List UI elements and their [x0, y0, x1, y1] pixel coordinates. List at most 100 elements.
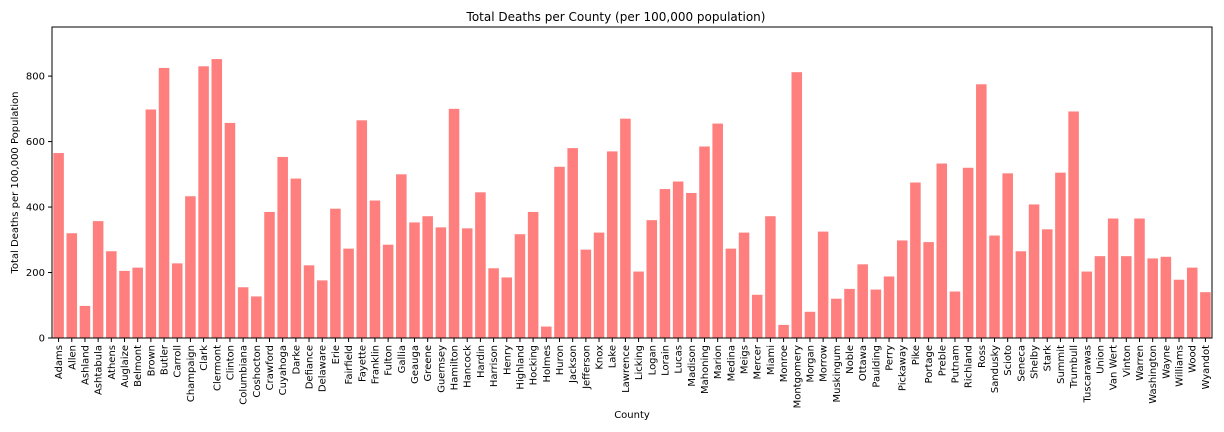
- bar-ashland: [79, 305, 91, 338]
- bar-gallia: [396, 174, 407, 338]
- bar-wyandot: [1200, 292, 1211, 338]
- x-tick-label: Washington: [1148, 345, 1159, 404]
- x-tick-label: Stark: [1043, 345, 1054, 372]
- bar-lake: [606, 151, 618, 338]
- x-tick-label: Lawrence: [621, 345, 632, 393]
- x-tick-label: Cuyahoga: [278, 345, 289, 395]
- bar-greene: [422, 216, 433, 338]
- x-tick-label: Hocking: [529, 345, 540, 385]
- x-tick-label: Delaware: [318, 345, 329, 392]
- y-tick-label: 600: [26, 137, 45, 148]
- x-tick-label: Fairfield: [344, 345, 355, 384]
- bar-morgan: [804, 311, 816, 338]
- bar-ross: [976, 84, 987, 338]
- bar-mercer: [751, 294, 763, 338]
- x-tick-label: Lorain: [660, 345, 671, 376]
- x-tick-label: Darke: [291, 345, 302, 375]
- bar-noble: [844, 288, 855, 338]
- bar-harrison: [488, 268, 499, 338]
- y-tick-label: 400: [26, 203, 45, 214]
- bar-fulton: [382, 244, 394, 338]
- x-tick-label: Fayette: [357, 345, 368, 382]
- bar-guernsey: [435, 227, 447, 338]
- bar-williams: [1173, 279, 1185, 338]
- x-tick-label: Crawford: [265, 345, 276, 390]
- bar-licking: [633, 271, 644, 338]
- x-tick-label: Brown: [146, 345, 157, 376]
- bar-trumbull: [1068, 111, 1079, 338]
- x-tick-label: Union: [1095, 345, 1106, 374]
- y-tick-label: 200: [26, 268, 45, 279]
- x-tick-label: Harrison: [489, 345, 500, 387]
- bar-hamilton: [448, 108, 460, 338]
- bar-miami: [765, 216, 776, 338]
- bar-columbiana: [237, 287, 249, 338]
- x-tick-label: Pike: [911, 345, 922, 365]
- y-axis: 0 200 400 600 800: [26, 72, 52, 345]
- x-tick-label: Summit: [1056, 345, 1067, 384]
- bar-fairfield: [343, 248, 354, 338]
- x-tick-label: Clark: [199, 345, 210, 371]
- x-tick-label: Champaign: [186, 345, 197, 402]
- x-axis-title: County: [614, 410, 650, 421]
- bar-athens: [106, 251, 117, 338]
- y-tick-label: 800: [26, 72, 45, 83]
- x-tick-label: Muskingum: [832, 345, 843, 403]
- x-tick-label: Pickaway: [898, 345, 909, 391]
- bar-butler: [158, 67, 170, 338]
- bar-morrow: [817, 231, 829, 338]
- bar-portage: [923, 242, 934, 338]
- bar-geauga: [409, 222, 420, 338]
- plot-frame: [51, 26, 1213, 339]
- bar-auglaize: [119, 270, 130, 338]
- x-tick-label: Montgomery: [792, 345, 803, 408]
- x-tick-label: Ross: [977, 345, 988, 368]
- x-tick-label: Logan: [647, 345, 658, 375]
- x-tick-label: Shelby: [1030, 345, 1041, 379]
- x-tick-label: Scioto: [1003, 345, 1014, 376]
- x-tick-label: Morgan: [805, 345, 816, 383]
- x-tick-label: Hardin: [476, 345, 487, 378]
- x-tick-label: Wayne: [1161, 345, 1172, 379]
- bar-paulding: [870, 289, 882, 338]
- x-tick-label: Gallia: [397, 345, 408, 373]
- bar-wayne: [1160, 256, 1172, 338]
- x-tick-label: Portage: [924, 345, 935, 383]
- x-tick-label: Jefferson: [581, 345, 592, 390]
- bar-champaign: [185, 196, 196, 338]
- bar-logan: [646, 220, 658, 338]
- x-tick-label: Lucas: [674, 345, 685, 374]
- x-tick-label: Van Wert: [1109, 345, 1120, 390]
- bar-jackson: [567, 148, 578, 338]
- x-tick-label: Wyandot: [1201, 345, 1212, 390]
- x-tick-label: Hancock: [463, 345, 474, 388]
- x-tick-label: Guernsey: [436, 345, 447, 393]
- bar-putnam: [949, 291, 961, 338]
- x-tick-label: Wood: [1188, 345, 1199, 373]
- bar-clinton: [224, 122, 236, 338]
- x-tick-label: Erie: [331, 345, 342, 364]
- x-tick-label: Knox: [595, 345, 606, 370]
- x-tick-label: Defiance: [305, 345, 316, 389]
- x-tick-label: Athens: [107, 345, 118, 380]
- x-tick-label: Henry: [502, 345, 513, 375]
- bar-vinton: [1121, 256, 1132, 338]
- bar-marion: [712, 123, 723, 338]
- x-tick-label: Licking: [634, 345, 645, 380]
- x-tick-label: Mercer: [753, 344, 764, 379]
- x-tick-label: Monroe: [779, 345, 790, 382]
- bar-clermont: [211, 59, 223, 339]
- bar-allen: [66, 233, 78, 338]
- bar-wood: [1186, 267, 1198, 338]
- x-tick-label: Allen: [67, 345, 78, 370]
- bar-ottawa: [857, 264, 868, 338]
- x-tick-label: Geauga: [410, 345, 421, 384]
- x-axis: Adams Allen Ashland Ashtabula Athens Auglaize…: [54, 338, 1212, 408]
- x-tick-label: Meigs: [740, 345, 751, 374]
- x-tick-label: Fulton: [384, 345, 395, 376]
- x-tick-label: Richland: [964, 345, 975, 388]
- bar-delaware: [316, 280, 328, 338]
- bar-madison: [686, 192, 697, 338]
- x-tick-label: Ashland: [80, 345, 91, 385]
